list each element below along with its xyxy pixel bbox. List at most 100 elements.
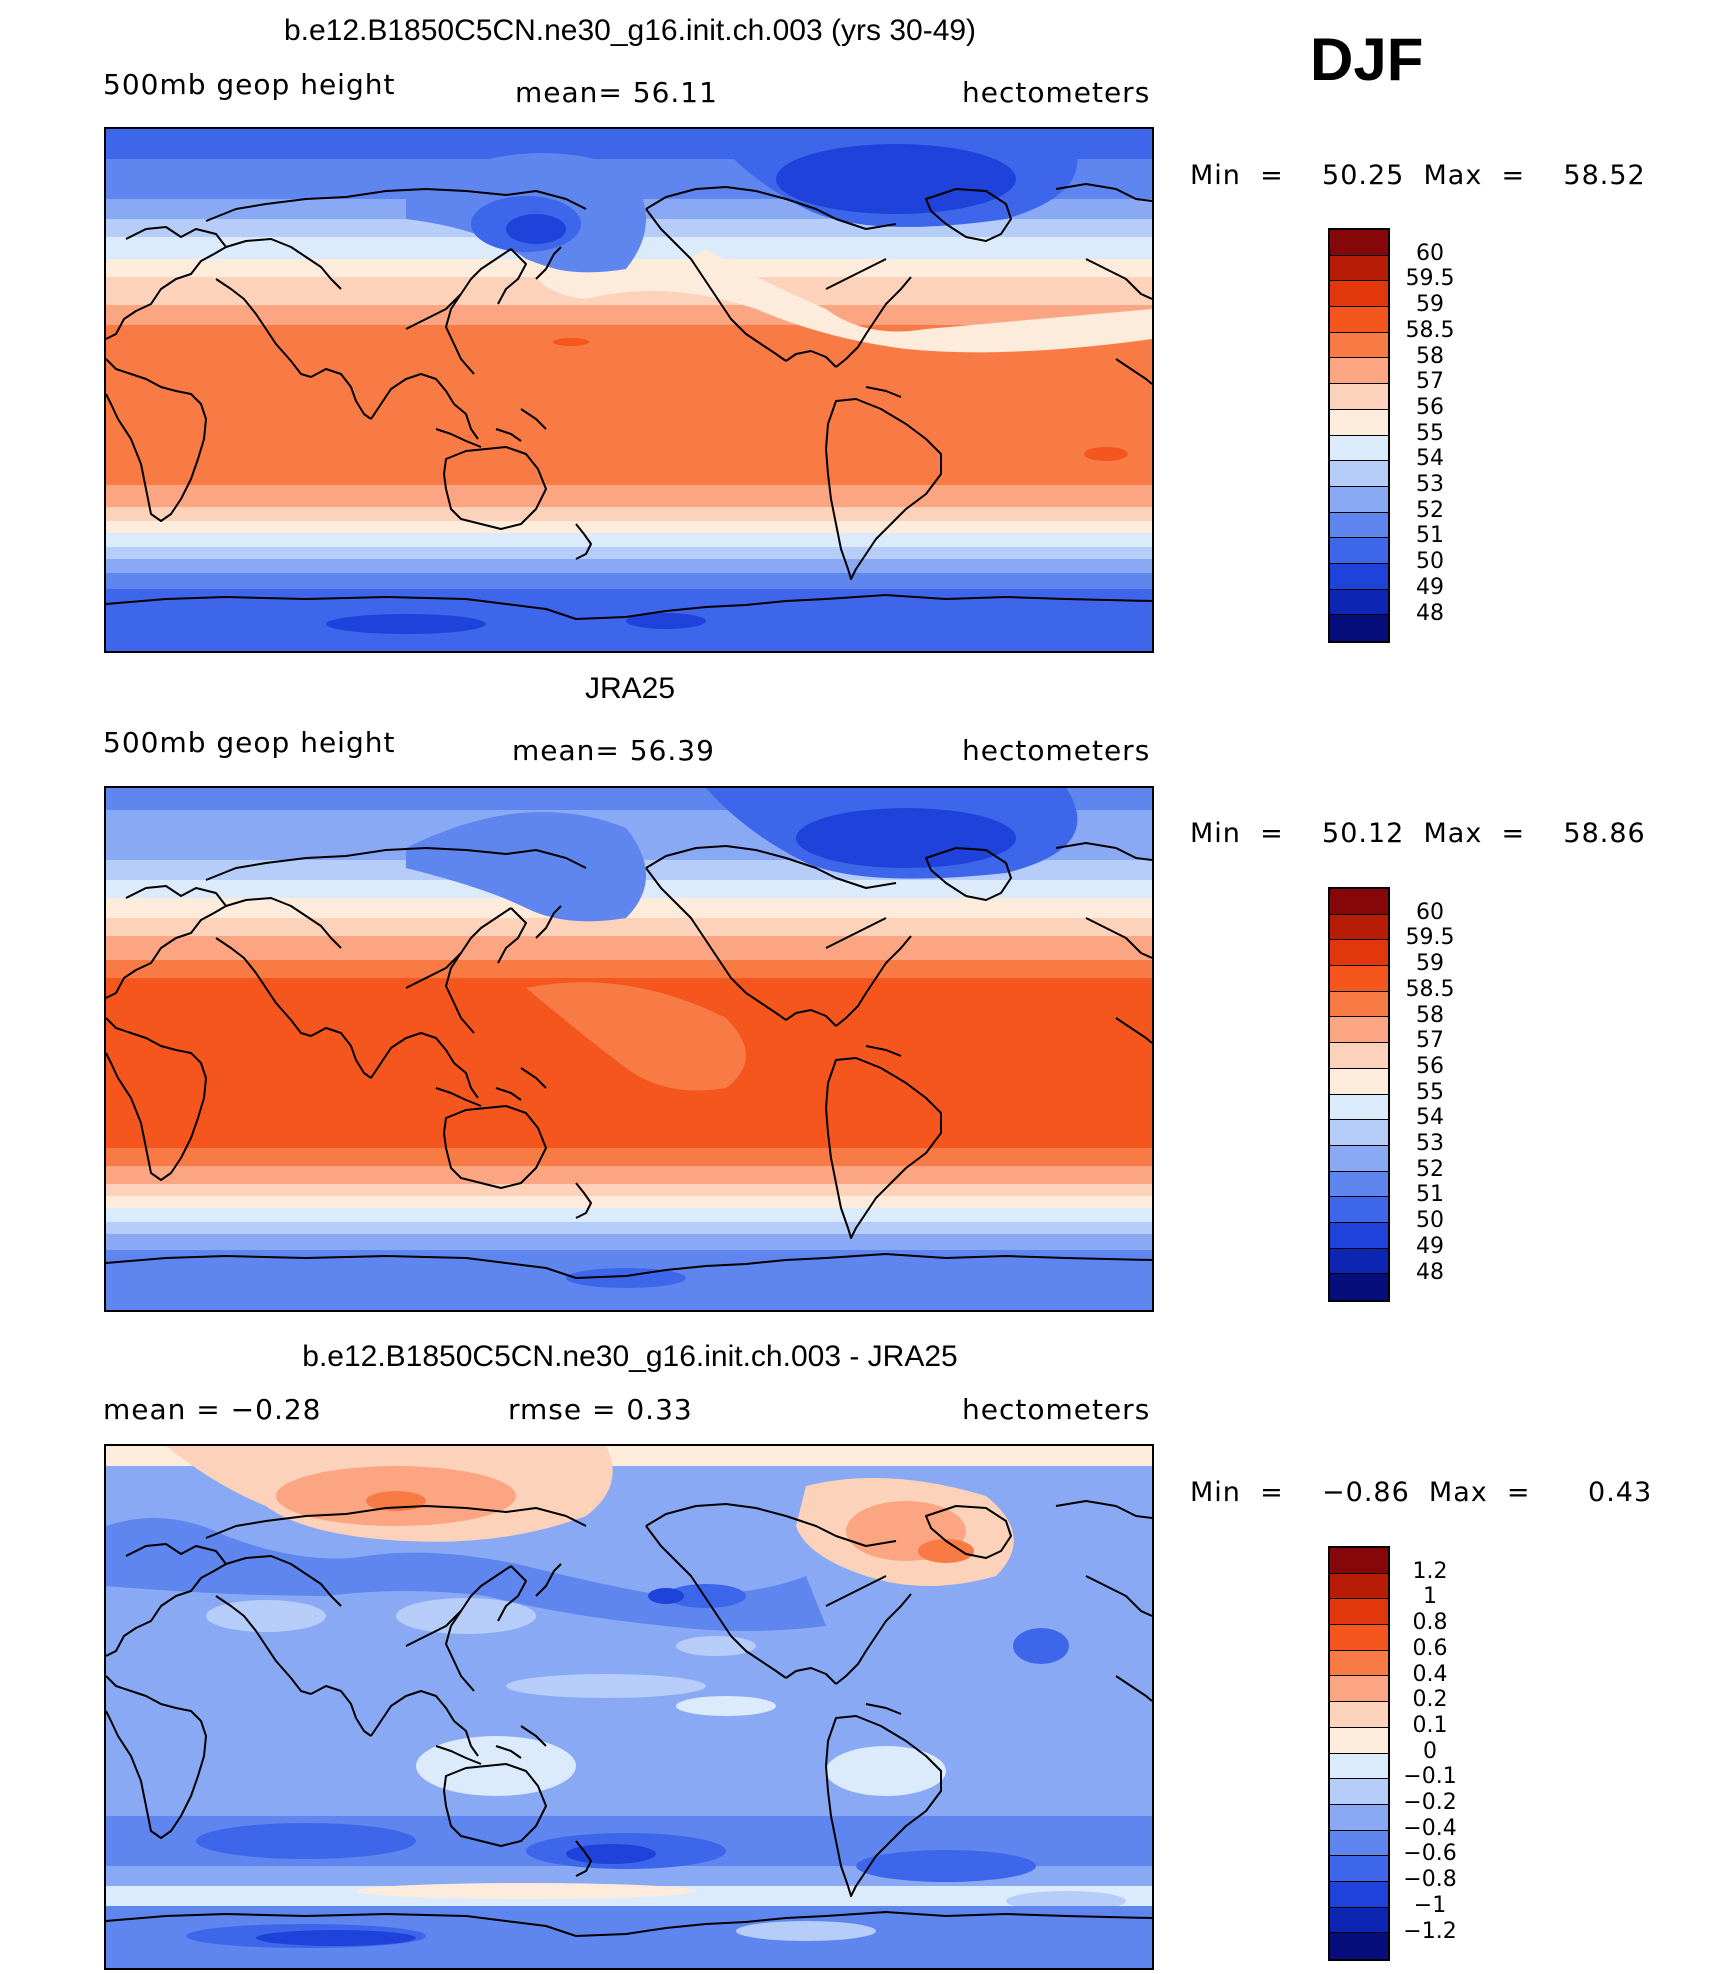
colorbar-tick-label: 50 [1416, 1208, 1444, 1234]
colorbar-swatch [1330, 1881, 1388, 1908]
coastline [785, 1009, 837, 1027]
colorbar-swatch [1330, 589, 1388, 616]
coastline [645, 867, 787, 1021]
contour-region [676, 1696, 776, 1716]
coastline [205, 847, 587, 881]
colorbar-swatch [1330, 512, 1388, 539]
colorbar-swatch [1330, 889, 1388, 915]
colorbar-tick-label: −1.2 [1403, 1918, 1457, 1944]
colorbar-tick-label: 1 [1423, 1584, 1437, 1610]
coastline [865, 1703, 902, 1715]
colorbar-swatch [1330, 1274, 1388, 1300]
coastline [535, 246, 562, 280]
coastline [445, 1610, 475, 1692]
coastline [645, 186, 897, 230]
contour-region [566, 1844, 656, 1864]
colorbar-swatch [1330, 461, 1388, 487]
coastline [575, 523, 592, 560]
contour-region [666, 1584, 746, 1608]
colorbar-tick-label: 48 [1416, 600, 1444, 626]
contour-band [106, 573, 1152, 589]
colorbar-tick-label: 49 [1416, 574, 1444, 600]
coastline [443, 446, 547, 530]
coastline [835, 1593, 912, 1685]
coastline [205, 188, 587, 222]
contour-region [856, 1850, 1036, 1882]
coastline [520, 1725, 547, 1747]
contour-region [736, 1921, 876, 1941]
contour-band [106, 1184, 1152, 1196]
colorbar-swatch [1330, 486, 1388, 513]
colorbar-swatch [1330, 914, 1388, 941]
colorbar-tick-label: 0.6 [1412, 1635, 1448, 1661]
coastline [495, 1745, 522, 1759]
mean-label: mean= 56.11 [515, 76, 718, 109]
contour-band [106, 521, 1152, 533]
colorbar-swatch [1330, 409, 1388, 436]
contour-band [106, 1166, 1152, 1184]
colorbar-tick-label: 59.5 [1405, 925, 1455, 951]
contour-region [526, 982, 746, 1091]
contour-band [106, 559, 1152, 573]
minmax-label: Min = 50.12 Max = 58.86 [1190, 818, 1646, 849]
coastline [1055, 1500, 1152, 1519]
colorbar-swatch [1330, 230, 1388, 256]
contour-band [106, 533, 1152, 547]
contour-band [106, 547, 1152, 559]
colorbar-tick-label: 55 [1416, 1079, 1444, 1105]
contour-region [918, 1539, 974, 1563]
coastline [106, 1543, 227, 1657]
colorbar-swatch [1330, 281, 1388, 308]
colorbar-swatch [1330, 991, 1388, 1018]
coastline [443, 1105, 547, 1189]
colorbar-tick-label: 0 [1423, 1738, 1437, 1764]
coastline [520, 1067, 547, 1089]
contour-band [106, 1148, 1152, 1166]
coastline [405, 907, 512, 989]
colorbar-tick-label: 54 [1416, 446, 1444, 472]
variable-label: 500mb geop height [103, 68, 396, 101]
map-obs [104, 786, 1154, 1312]
coastline [225, 238, 342, 290]
colorbar-swatch [1330, 1017, 1388, 1044]
season-label: DJF [1310, 26, 1424, 93]
map-diff [104, 1444, 1154, 1970]
colorbar-swatch [1330, 1043, 1388, 1069]
colorbar-swatch [1330, 563, 1388, 590]
colorbar-tick-label: 58.5 [1405, 317, 1455, 343]
coastline [825, 398, 942, 580]
coastline [215, 278, 312, 378]
colorbar-swatch [1330, 384, 1388, 410]
contour-region [1013, 1628, 1069, 1664]
coastline [535, 1563, 562, 1597]
contour-band [106, 1196, 1152, 1208]
colorbar-tick-label: 59 [1416, 951, 1444, 977]
units-label: hectometers [962, 76, 1151, 109]
colorbar-swatch [1330, 940, 1388, 967]
coastline [497, 248, 527, 305]
colorbar-tick-label: 58 [1416, 343, 1444, 369]
mean-label: mean= 56.39 [512, 734, 715, 767]
map-model [104, 127, 1154, 653]
rmse-label: rmse = 0.33 [508, 1393, 693, 1426]
coastline [785, 350, 837, 368]
coastline [1085, 917, 1152, 959]
colorbar-swatch [1330, 1804, 1388, 1831]
coastline [645, 845, 897, 889]
colorbar-swatch [1330, 435, 1388, 462]
coastline [106, 885, 227, 999]
contour-region [826, 1746, 946, 1796]
coastline [106, 594, 1152, 620]
coastline [443, 1763, 547, 1847]
colorbar-swatch [1330, 1120, 1388, 1146]
colorbar-tick-label: 59.5 [1405, 266, 1455, 292]
coastline [1115, 358, 1152, 385]
coastline [453, 1720, 479, 1757]
colorbar-tick-label: 0.2 [1412, 1687, 1448, 1713]
contour-region [326, 614, 486, 634]
coastline [785, 1667, 837, 1685]
colorbar-tick-label: −0.4 [1403, 1815, 1457, 1841]
colorbar-swatch [1330, 332, 1388, 359]
coastline [445, 293, 475, 375]
colorbar-tick-label: −1 [1413, 1892, 1447, 1918]
